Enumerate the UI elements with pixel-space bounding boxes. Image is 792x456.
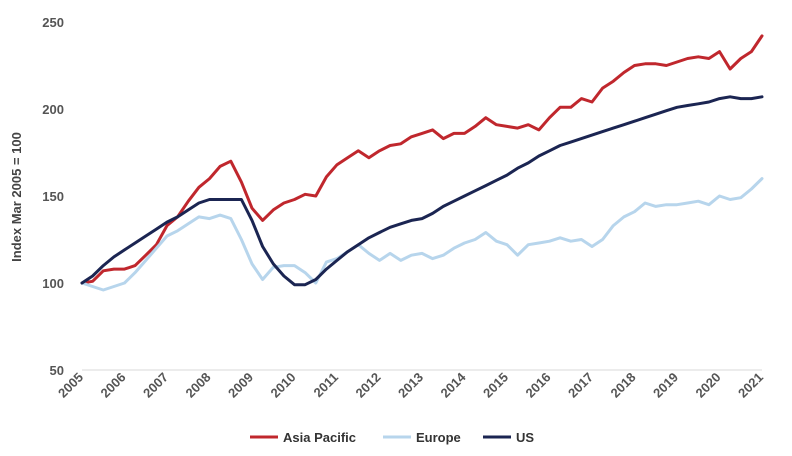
x-tick-label: 2014 bbox=[438, 369, 470, 401]
series-line-asia-pacific bbox=[80, 34, 764, 285]
y-tick-label: 100 bbox=[42, 276, 64, 291]
legend-label: US bbox=[516, 430, 534, 445]
x-tick-label: 2017 bbox=[565, 370, 596, 401]
x-tick-label: 2018 bbox=[608, 370, 639, 401]
legend: Asia Pacific Europe US bbox=[250, 430, 534, 445]
x-tick-label: 2020 bbox=[693, 370, 724, 401]
y-axis-label: Index Mar 2005 = 100 bbox=[9, 132, 24, 262]
series-line-us bbox=[80, 95, 764, 287]
x-axis-ticks: 2005 2006 2007 2008 2009 2010 2011 2012 2013 2014… bbox=[55, 369, 766, 401]
x-tick-label: 2009 bbox=[225, 370, 256, 401]
x-tick-label: 2007 bbox=[140, 370, 171, 401]
x-tick-label: 2012 bbox=[353, 370, 384, 401]
y-tick-label: 200 bbox=[42, 102, 64, 117]
x-tick-label: 2019 bbox=[650, 370, 681, 401]
series-lines bbox=[80, 34, 764, 292]
series-line-europe bbox=[80, 177, 764, 292]
y-tick-label: 250 bbox=[42, 15, 64, 30]
y-axis-ticks: 50 100 150 200 250 bbox=[42, 15, 64, 378]
x-tick-label: 2021 bbox=[735, 370, 766, 401]
x-tick-label: 2013 bbox=[395, 370, 426, 401]
legend-label: Europe bbox=[416, 430, 461, 445]
y-tick-label: 50 bbox=[50, 363, 64, 378]
y-tick-label: 150 bbox=[42, 189, 64, 204]
x-tick-label: 2015 bbox=[480, 370, 511, 401]
x-tick-label: 2006 bbox=[98, 370, 129, 401]
legend-label: Asia Pacific bbox=[283, 430, 356, 445]
x-tick-label: 2016 bbox=[523, 370, 554, 401]
x-tick-label: 2011 bbox=[311, 370, 342, 401]
x-tick-label: 2010 bbox=[268, 370, 299, 401]
x-tick-label: 2008 bbox=[183, 370, 214, 401]
